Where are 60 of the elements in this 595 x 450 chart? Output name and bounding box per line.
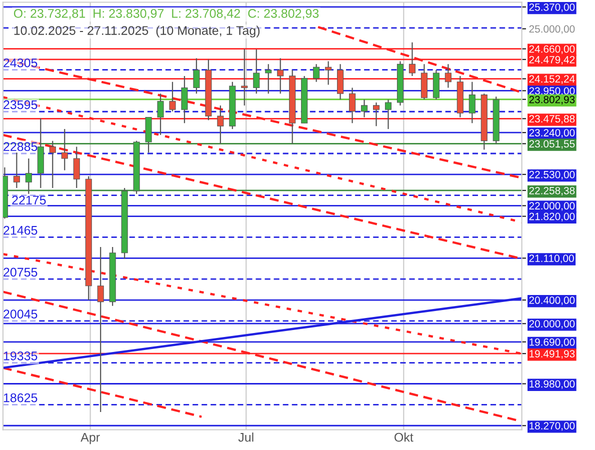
y-tick-label: 23.475,88: [529, 115, 575, 124]
annotation: 10.02.2025 - 27.11.2025 (10 Monate, 1 Tag): [14, 26, 260, 38]
candlestick: [468, 81, 476, 124]
ref-line-label: 22885: [4, 142, 38, 152]
candlestick: [169, 81, 176, 112]
ref-line-label: 20755: [4, 268, 38, 277]
candlestick: [193, 58, 200, 94]
y-tick-label: 25.370,00: [529, 3, 575, 12]
candlestick: [97, 246, 104, 413]
y-tick-label: 20.400,00: [529, 296, 575, 306]
candlestick: [325, 60, 332, 86]
x-tick-label: Jul: [238, 432, 254, 442]
candlestick: [25, 158, 32, 194]
ref-line-label: 23595: [4, 100, 38, 110]
y-tick-label: 22.000,00: [529, 202, 575, 211]
y-tick-label: 21.110,00: [529, 254, 574, 264]
candlestick: [13, 152, 20, 189]
annotation: O: 23.732,81 H: 23.830,97 L: 23.708,42 C: 23.802,93: [14, 8, 319, 20]
candlestick: [217, 104, 224, 144]
y-tick-label: 22.530,00: [529, 170, 575, 180]
y-tick-label: 23.240,00: [529, 129, 575, 138]
y-tick-label: 24.660,00: [529, 45, 575, 54]
ref-line-label: 19335: [4, 352, 38, 360]
y-tick-label: 23.802,93: [529, 96, 575, 104]
candlestick: [241, 48, 248, 106]
candlestick: [73, 146, 80, 189]
y-tick-label: 20.000,00: [529, 320, 575, 329]
y-tick-label: 18.980,00: [530, 380, 575, 389]
y-tick-label: 19.491,93: [530, 350, 575, 359]
ref-line-label: 20045: [4, 310, 38, 318]
candlestick: [253, 48, 260, 94]
candlestick: [277, 58, 284, 94]
candlestick: [157, 93, 164, 136]
ref-line-label: 22175: [12, 196, 46, 205]
candlestick: [181, 75, 188, 124]
candlestick: [384, 98, 392, 130]
candlestick: [337, 64, 344, 100]
candlestick: [49, 140, 56, 189]
candlestick: [444, 64, 452, 88]
ref-line-label: 18625: [4, 393, 38, 402]
ref-line-label: 21465: [4, 226, 38, 235]
candlestick: [349, 87, 356, 124]
x-tick-label: Apr: [80, 432, 100, 444]
candlestick: [408, 42, 416, 77]
y-tick-label: 25.000,00: [529, 25, 575, 34]
y-tick-label: 19.690,00: [530, 338, 575, 347]
candlestick: [313, 64, 320, 82]
candlestick: [372, 102, 380, 127]
candlestick: [361, 98, 368, 118]
ref-line-label: 24305: [4, 58, 38, 68]
y-tick-label: 24.479,42: [529, 56, 575, 65]
y-tick-label: 22.258,38: [529, 186, 575, 196]
x-tick-label: Okt: [394, 432, 414, 442]
candlestick: [265, 64, 272, 94]
y-tick-label: 23.051,55: [529, 140, 575, 149]
y-tick-label: 23.950,00: [529, 87, 575, 96]
y-tick-label: 21.820,00: [529, 212, 575, 222]
candlestick: [61, 128, 68, 171]
y-tick-label: 18.270,00: [530, 422, 575, 431]
y-tick-label: 24.152,24: [529, 75, 575, 84]
